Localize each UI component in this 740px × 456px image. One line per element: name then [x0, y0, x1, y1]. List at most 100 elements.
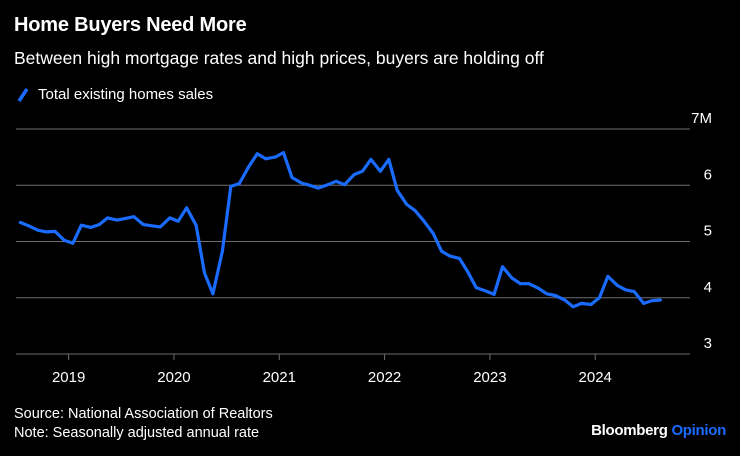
data-point — [510, 276, 514, 280]
data-point — [395, 188, 399, 192]
legend-line-icon — [17, 87, 29, 102]
data-point — [282, 151, 285, 155]
y-tick-label: 3 — [704, 335, 712, 352]
data-point — [299, 181, 303, 185]
data-point — [62, 238, 66, 242]
source-note: Source: National Association of Realtors — [14, 406, 273, 422]
footer: Source: National Association of Realtors… — [14, 405, 273, 443]
x-tick-label: 2022 — [368, 369, 401, 386]
gridlines — [16, 128, 690, 355]
data-point — [553, 294, 557, 297]
data-point — [527, 282, 531, 286]
data-point — [290, 175, 294, 179]
data-point — [580, 301, 583, 305]
data-point — [387, 157, 391, 161]
data-point — [273, 155, 277, 159]
data-point — [466, 270, 470, 274]
brand-suffix: Opinion — [671, 422, 726, 439]
data-point — [124, 216, 127, 220]
data-point — [474, 286, 478, 290]
data-point — [352, 173, 356, 177]
series-group — [18, 151, 662, 309]
data-point — [168, 216, 172, 220]
data-point — [448, 254, 452, 258]
x-tick-label: 2021 — [263, 369, 296, 386]
data-point — [247, 165, 251, 169]
data-point — [326, 183, 330, 187]
y-tick-label: 4 — [704, 279, 712, 296]
data-point — [545, 292, 549, 296]
y-axis-labels: 3 4 5 6 7M — [691, 110, 712, 352]
data-point — [659, 298, 662, 302]
data-point — [132, 215, 136, 219]
brand-name: Bloomberg — [591, 422, 668, 439]
data-point — [229, 184, 233, 188]
data-point — [264, 157, 268, 161]
data-point — [27, 224, 31, 228]
data-point — [536, 286, 540, 290]
x-tick-label: 2024 — [579, 369, 612, 386]
data-point — [203, 271, 206, 275]
legend-label: Total existing homes sales — [38, 86, 214, 103]
data-point — [194, 223, 198, 227]
data-point — [316, 186, 320, 190]
data-point — [378, 169, 382, 173]
data-point — [492, 292, 496, 296]
data-point — [150, 224, 154, 228]
data-point — [308, 183, 312, 187]
data-point — [369, 157, 373, 161]
x-tick-label: 2019 — [52, 369, 85, 386]
data-point — [334, 179, 338, 183]
data-point — [440, 249, 443, 253]
x-axis: 2019 2020 2021 2022 2023 2024 — [52, 354, 612, 386]
legend-swatch-line — [17, 87, 29, 102]
brand-logo: Bloomberg Opinion — [591, 422, 726, 439]
data-point — [343, 183, 347, 187]
data-point — [71, 241, 75, 245]
chart-title: Home Buyers Need More — [14, 14, 247, 36]
footnote: Note: Seasonally adjusted annual rate — [14, 425, 260, 441]
x-tick-label: 2023 — [473, 369, 506, 386]
data-point — [361, 169, 364, 173]
data-point — [597, 296, 601, 300]
legend: Total existing homes sales — [16, 86, 213, 103]
data-point — [431, 231, 435, 235]
x-tick-label: 2020 — [157, 369, 190, 386]
data-point — [220, 249, 224, 253]
data-point — [405, 202, 409, 206]
data-point — [571, 305, 575, 309]
data-point — [36, 228, 40, 232]
data-point — [589, 303, 593, 306]
y-tick-label: 7M — [691, 110, 712, 127]
series-line-0 — [19, 151, 661, 309]
data-point — [211, 292, 215, 296]
data-point — [642, 301, 646, 305]
data-point — [501, 265, 504, 269]
data-point — [97, 223, 101, 227]
data-point — [563, 298, 567, 302]
data-point — [237, 182, 241, 186]
data-point — [518, 282, 522, 286]
data-point — [422, 219, 426, 223]
data-point — [255, 152, 259, 156]
data-point — [141, 223, 145, 227]
data-point — [45, 230, 48, 234]
y-tick-label: 6 — [704, 166, 712, 183]
data-point — [606, 274, 610, 278]
data-point — [650, 299, 654, 303]
data-point — [106, 216, 110, 220]
data-point — [185, 206, 189, 210]
chart-subtitle: Between high mortgage rates and high pri… — [14, 48, 544, 68]
data-point — [79, 223, 83, 227]
data-point — [89, 225, 93, 229]
data-point — [615, 283, 619, 287]
data-point — [53, 229, 57, 233]
data-point — [632, 290, 636, 294]
data-point — [484, 289, 488, 293]
data-point — [624, 288, 628, 292]
data-point — [413, 209, 417, 213]
data-point — [158, 225, 162, 229]
data-point — [457, 256, 461, 260]
data-point — [18, 220, 22, 224]
